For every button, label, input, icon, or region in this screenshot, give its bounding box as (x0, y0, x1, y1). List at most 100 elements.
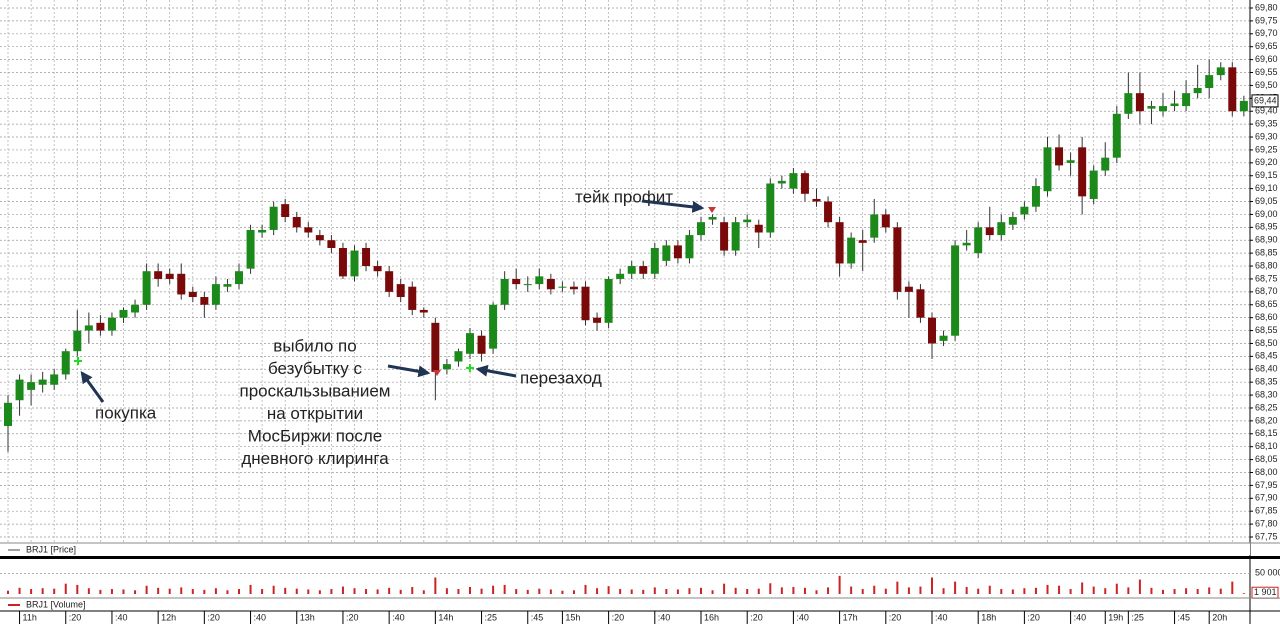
time-axis: 11h:20:40 12h:20:40 13h:20:40 14h:25:45 15h:… (19, 611, 1227, 624)
last-price-box (1251, 94, 1279, 108)
y-tick-label: 69,40 (1255, 106, 1278, 116)
y-tick-label: 69,30 (1255, 131, 1278, 141)
annotation-line: на открытии (267, 404, 363, 423)
y-tick-label: 68,85 (1255, 248, 1278, 258)
x-tick-label: :25 (485, 612, 498, 622)
candle-body (211, 284, 220, 305)
candle-body (916, 289, 925, 318)
candle-body (1031, 186, 1040, 207)
candle-body (743, 219, 752, 223)
candle-body (84, 325, 93, 331)
candle-body (1228, 67, 1237, 112)
candle-body (1216, 67, 1225, 76)
candle-body (4, 402, 12, 427)
candle-body (616, 273, 625, 279)
candle-body (154, 271, 163, 279)
y-tick-label: 69,35 (1255, 118, 1278, 128)
x-tick-label: 15h (565, 612, 580, 622)
y-tick-label: 68,95 (1255, 222, 1278, 232)
last-volume-label: 1 901 (1254, 587, 1277, 597)
x-tick-label: :40 (392, 612, 405, 622)
x-tick-label: :20 (612, 612, 625, 622)
y-tick-label: 68,50 (1255, 338, 1278, 348)
candle-body (315, 235, 324, 241)
candle-body (685, 235, 694, 259)
candle-body (789, 173, 798, 189)
x-tick-label: :20 (346, 612, 359, 622)
x-tick-label: :40 (1074, 612, 1087, 622)
candle-body (15, 379, 24, 401)
x-tick-label: 19h (1108, 612, 1123, 622)
candle-body (1055, 147, 1064, 166)
y-tick-label: 68,35 (1255, 377, 1278, 387)
candle-body (985, 227, 994, 236)
y-tick-label: 67,75 (1255, 531, 1278, 541)
candle-body (1124, 93, 1133, 114)
y-tick-label: 68,00 (1255, 467, 1278, 477)
candle-body (962, 242, 971, 246)
y-tick-label: 68,20 (1255, 415, 1278, 425)
y-tick-label: 67,80 (1255, 518, 1278, 528)
candle-body (1135, 93, 1144, 112)
candle-body (720, 222, 729, 251)
candle-body (1078, 147, 1087, 197)
y-tick-label: 68,65 (1255, 299, 1278, 309)
x-tick-label: 18h (981, 612, 996, 622)
candle-body (593, 317, 602, 323)
y-tick-label: 69,65 (1255, 41, 1278, 51)
candle-body (477, 335, 486, 354)
arrow (80, 371, 105, 403)
x-tick-label: :20 (207, 612, 220, 622)
candle-body (639, 266, 648, 274)
plot (4, 59, 1248, 452)
candle-body (1043, 147, 1052, 192)
y-tick-label: 69,55 (1255, 67, 1278, 77)
candle-body (466, 333, 474, 354)
annotation-line: дневного клиринга (241, 449, 389, 468)
x-tick-label: :40 (658, 612, 671, 622)
x-tick-label: :40 (796, 612, 809, 622)
grid (0, 0, 1250, 543)
candle-body (119, 309, 128, 318)
y-tick-label: 68,55 (1255, 325, 1278, 335)
y-tick-label: 68,80 (1255, 260, 1278, 270)
buy-marker (74, 357, 82, 365)
volume-panel: 50 000 1 901 (0, 568, 1280, 599)
y-tick-label: 69,20 (1255, 157, 1278, 167)
candle-body (824, 201, 833, 223)
x-tick-label: :45 (531, 612, 544, 622)
candle-body (1205, 75, 1214, 88)
candle-body (73, 330, 82, 352)
candle-body (200, 297, 209, 305)
arrow (475, 364, 517, 378)
candle-body (766, 183, 775, 233)
candle-body (269, 206, 278, 230)
legend-strip (0, 543, 1250, 555)
candle-body (419, 309, 428, 313)
candle-body (951, 245, 960, 336)
y-tick-label: 68,10 (1255, 441, 1278, 451)
candle-body (662, 245, 671, 261)
candle-body (408, 286, 417, 310)
candle-body (1170, 103, 1179, 107)
annotation-line: безубытку с (268, 359, 363, 378)
candle-body (292, 217, 301, 228)
candle-body (258, 229, 267, 233)
y-tick-label: 69,10 (1255, 183, 1278, 193)
x-tick-label: :45 (1178, 612, 1191, 622)
y-tick-label: 69,60 (1255, 54, 1278, 64)
candle-body (1159, 106, 1167, 112)
annotation: покупка (95, 403, 157, 422)
candle-body (939, 335, 948, 341)
candle-body (385, 271, 394, 292)
candle-body (847, 237, 856, 264)
x-tick-label: 20h (1212, 612, 1227, 622)
candle-body (928, 317, 936, 344)
candle-body (697, 222, 705, 236)
candle-body (246, 229, 255, 269)
candle-body (627, 266, 636, 274)
annotation-line: проскальзыванием (240, 381, 391, 400)
candle-body (1008, 217, 1017, 225)
y-tick-label: 68,30 (1255, 389, 1278, 399)
x-tick-label: 13h (300, 612, 315, 622)
